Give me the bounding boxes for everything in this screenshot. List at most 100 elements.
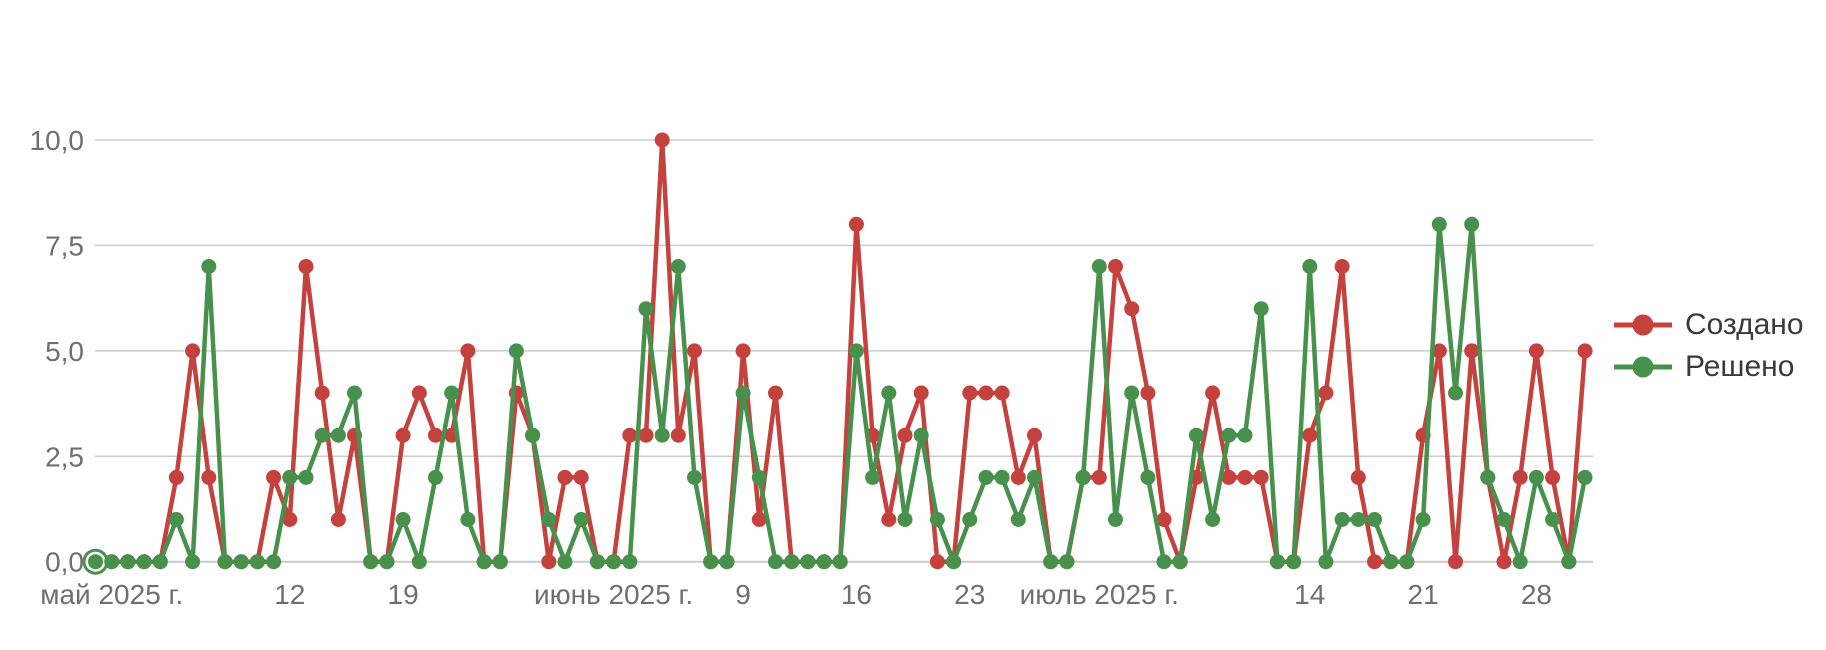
data-point-resolved[interactable] (1399, 554, 1415, 570)
data-point-resolved[interactable] (217, 554, 233, 570)
data-point-resolved[interactable] (1464, 216, 1480, 232)
data-point-resolved[interactable] (1448, 385, 1463, 401)
data-point-created[interactable] (670, 427, 686, 443)
data-point-resolved[interactable] (1172, 554, 1188, 570)
data-point-created[interactable] (1108, 259, 1123, 274)
data-point-resolved[interactable] (768, 554, 783, 570)
data-point-resolved[interactable] (1577, 469, 1593, 485)
data-point-created[interactable] (1577, 343, 1593, 359)
data-point-created[interactable] (978, 385, 994, 401)
data-point-created[interactable] (622, 427, 638, 443)
data-point-resolved[interactable] (816, 554, 832, 570)
data-point-resolved[interactable] (1286, 554, 1302, 570)
data-point-created[interactable] (282, 512, 298, 527)
data-point-resolved[interactable] (622, 554, 638, 570)
data-point-resolved[interactable] (1302, 259, 1318, 274)
data-point-resolved[interactable] (784, 554, 800, 570)
data-point-resolved[interactable] (1383, 554, 1399, 570)
data-point-resolved[interactable] (1091, 259, 1107, 274)
data-point-resolved[interactable] (573, 512, 589, 527)
data-point-resolved[interactable] (848, 343, 864, 359)
data-point-resolved[interactable] (88, 554, 103, 570)
data-point-resolved[interactable] (865, 469, 881, 485)
data-point-created[interactable] (330, 512, 346, 527)
data-point-created[interactable] (1528, 343, 1544, 359)
data-point-resolved[interactable] (1528, 469, 1544, 485)
data-point-resolved[interactable] (735, 385, 751, 401)
data-point-resolved[interactable] (1496, 512, 1512, 527)
data-point-resolved[interactable] (994, 469, 1010, 485)
data-point-resolved[interactable] (1156, 554, 1172, 570)
data-point-resolved[interactable] (913, 427, 929, 443)
data-point-resolved[interactable] (136, 554, 152, 570)
data-point-resolved[interactable] (832, 554, 848, 570)
data-point-resolved[interactable] (395, 512, 411, 527)
legend-item-created[interactable]: Создано (1612, 307, 1804, 342)
data-point-created[interactable] (1156, 512, 1172, 527)
data-point-resolved[interactable] (363, 554, 379, 570)
data-point-created[interactable] (557, 469, 573, 485)
data-point-created[interactable] (1302, 427, 1318, 443)
data-point-created[interactable] (751, 512, 767, 527)
data-point-resolved[interactable] (1480, 469, 1496, 485)
data-point-created[interactable] (298, 259, 314, 274)
data-point-resolved[interactable] (152, 554, 168, 570)
data-point-created[interactable] (411, 385, 427, 401)
data-point-created[interactable] (994, 385, 1010, 401)
data-point-created[interactable] (1545, 469, 1561, 485)
data-point-resolved[interactable] (897, 512, 913, 527)
data-point-created[interactable] (1140, 385, 1156, 401)
data-point-resolved[interactable] (411, 554, 427, 570)
data-point-resolved[interactable] (1350, 512, 1366, 527)
data-point-created[interactable] (1318, 385, 1334, 401)
data-point-resolved[interactable] (185, 554, 201, 570)
data-point-resolved[interactable] (1124, 385, 1140, 401)
data-point-created[interactable] (1431, 343, 1447, 359)
data-point-resolved[interactable] (946, 554, 962, 570)
data-point-resolved[interactable] (1108, 512, 1123, 527)
data-point-resolved[interactable] (1334, 512, 1350, 527)
data-point-resolved[interactable] (703, 554, 719, 570)
data-point-resolved[interactable] (1512, 554, 1528, 570)
data-point-created[interactable] (929, 554, 945, 570)
data-point-resolved[interactable] (314, 427, 330, 443)
data-point-resolved[interactable] (298, 469, 314, 485)
data-point-resolved[interactable] (282, 469, 298, 485)
data-point-created[interactable] (638, 427, 654, 443)
data-point-resolved[interactable] (330, 427, 346, 443)
data-point-resolved[interactable] (1367, 512, 1382, 527)
data-point-created[interactable] (1464, 343, 1480, 359)
data-point-created[interactable] (848, 216, 864, 232)
data-point-created[interactable] (1205, 385, 1221, 401)
data-point-resolved[interactable] (1075, 469, 1091, 485)
data-point-resolved[interactable] (525, 427, 541, 443)
data-point-resolved[interactable] (1027, 469, 1042, 485)
data-point-created[interactable] (428, 427, 443, 443)
data-point-resolved[interactable] (120, 554, 136, 570)
data-point-resolved[interactable] (476, 554, 492, 570)
data-point-resolved[interactable] (508, 343, 524, 359)
data-point-created[interactable] (168, 469, 184, 485)
data-point-resolved[interactable] (168, 512, 184, 527)
data-point-created[interactable] (573, 469, 589, 485)
data-point-created[interactable] (1512, 469, 1528, 485)
legend-item-resolved[interactable]: Решено (1612, 349, 1804, 384)
data-point-created[interactable] (1367, 554, 1382, 570)
data-point-created[interactable] (881, 512, 897, 527)
data-point-created[interactable] (1010, 469, 1026, 485)
data-point-created[interactable] (1091, 469, 1107, 485)
data-point-resolved[interactable] (1561, 554, 1577, 570)
data-point-created[interactable] (541, 554, 557, 570)
data-point-resolved[interactable] (978, 469, 994, 485)
data-point-created[interactable] (962, 385, 978, 401)
data-point-resolved[interactable] (1059, 554, 1075, 570)
data-point-created[interactable] (654, 132, 670, 148)
data-point-resolved[interactable] (751, 469, 767, 485)
data-point-resolved[interactable] (428, 469, 443, 485)
data-point-created[interactable] (460, 343, 476, 359)
data-point-resolved[interactable] (1140, 469, 1156, 485)
data-point-resolved[interactable] (104, 554, 120, 570)
data-point-created[interactable] (913, 385, 929, 401)
data-point-created[interactable] (735, 343, 751, 359)
data-point-resolved[interactable] (654, 427, 670, 443)
